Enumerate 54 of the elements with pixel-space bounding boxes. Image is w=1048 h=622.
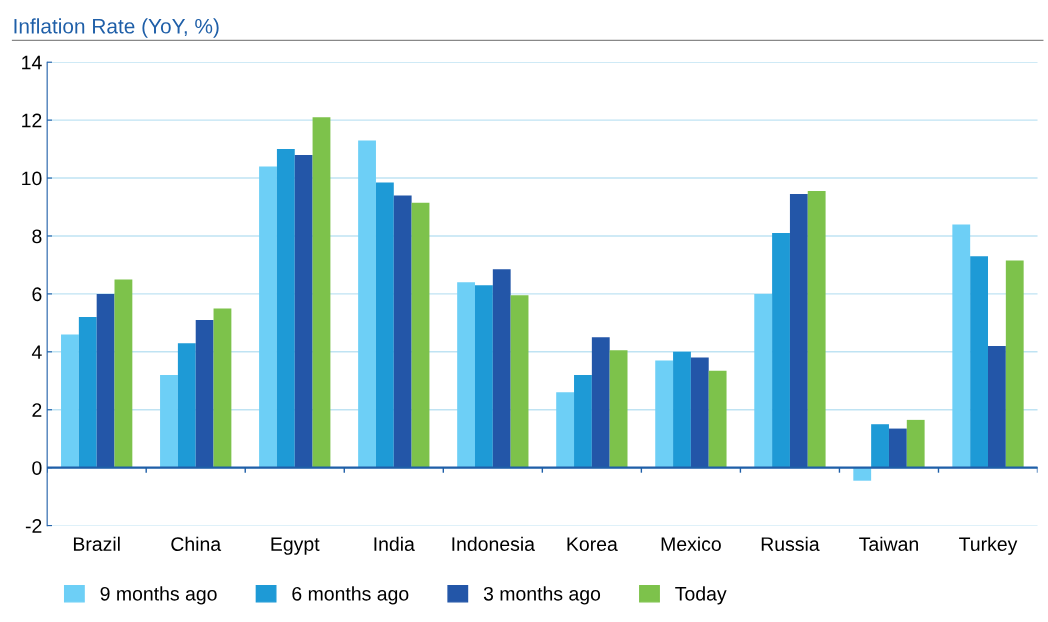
bar	[61, 334, 79, 468]
x-tick-label: Brazil	[73, 536, 120, 551]
bar	[574, 374, 592, 468]
bar	[970, 256, 988, 468]
y-tick-label: 14	[22, 55, 42, 70]
legend-label: 9 months ago	[100, 586, 217, 605]
legend-label: 3 months ago	[483, 586, 601, 605]
bar	[952, 224, 971, 468]
y-tick-label: 4	[31, 345, 42, 359]
x-tick-label: Russia	[761, 536, 820, 551]
y-tick-label: 8	[32, 229, 42, 244]
bar	[754, 293, 773, 468]
x-tick-label: China	[171, 536, 222, 551]
bar	[160, 374, 178, 468]
bar	[114, 279, 133, 468]
x-tick-label: Indonesia	[452, 536, 535, 551]
bar	[655, 360, 674, 468]
bar	[1005, 260, 1024, 468]
y-tick-label: 2	[32, 403, 42, 417]
y-tick-label: 12	[22, 113, 42, 128]
bar	[213, 308, 232, 468]
legend-label: Today	[675, 586, 727, 605]
bar	[358, 140, 376, 468]
x-tick-label: Korea	[567, 537, 618, 551]
chart-title: Inflation Rate (YoY, %)	[14, 18, 219, 38]
bar	[457, 282, 475, 468]
bar	[276, 149, 295, 468]
bar	[259, 166, 277, 468]
bar	[708, 370, 727, 468]
y-tick-label: -2	[25, 519, 42, 533]
legend-label: 6 months ago	[292, 586, 409, 605]
bar	[556, 392, 575, 468]
bar	[510, 295, 529, 468]
y-tick-label: 10	[22, 171, 42, 186]
bar	[609, 350, 628, 468]
bar	[78, 317, 97, 468]
bar	[871, 424, 889, 468]
bar	[177, 343, 196, 468]
bar	[673, 351, 691, 468]
bar	[475, 285, 493, 468]
x-tick-label: India	[374, 536, 415, 551]
x-tick-label: Mexico	[661, 536, 721, 551]
x-tick-label: Taiwan	[859, 536, 918, 551]
bar	[411, 202, 430, 468]
bar	[906, 419, 925, 468]
x-tick-label: Egypt	[271, 537, 320, 555]
bar	[772, 233, 790, 468]
bar	[853, 467, 872, 481]
bar	[375, 182, 394, 468]
bar	[807, 191, 826, 468]
y-tick-label: 0	[32, 461, 42, 475]
bar	[312, 117, 331, 468]
y-tick-label: 6	[32, 287, 42, 302]
x-tick-label: Turkey	[959, 536, 1018, 555]
